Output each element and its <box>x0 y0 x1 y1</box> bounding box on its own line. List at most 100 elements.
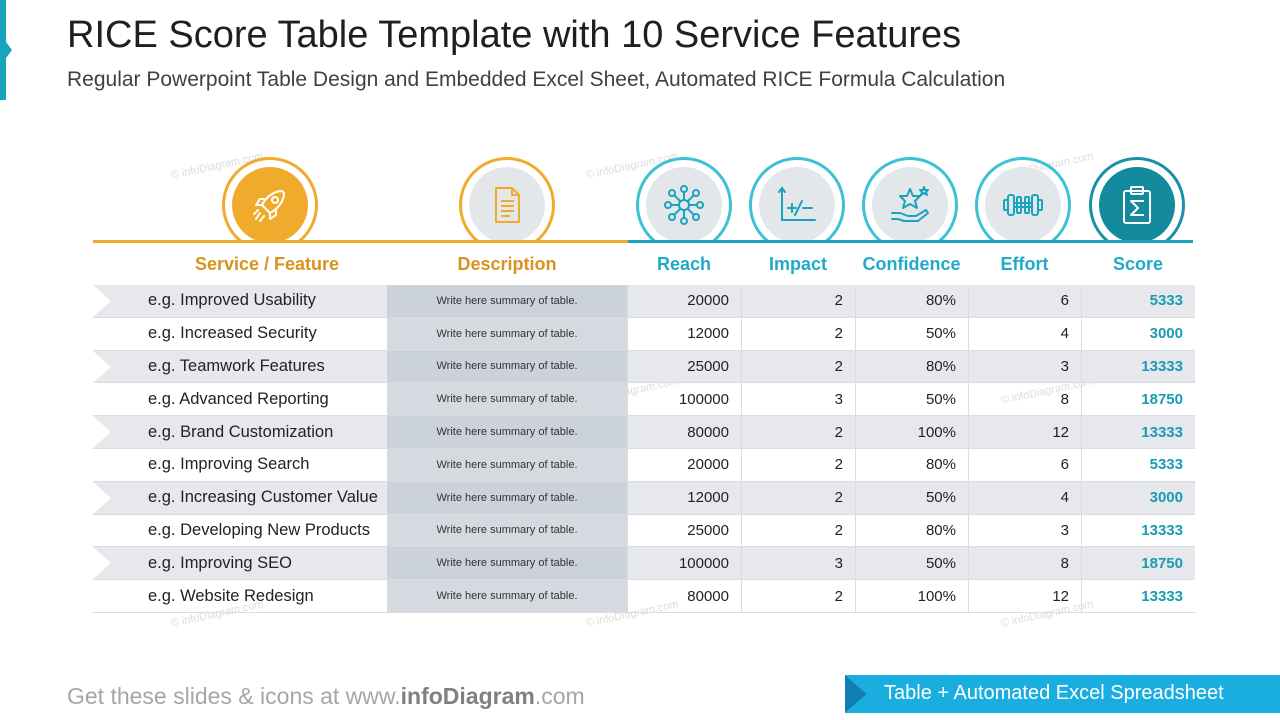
effort-cell: 8 <box>968 383 1081 416</box>
header-line-teal <box>628 240 1193 243</box>
description-cell: Write here summary of table. <box>387 514 627 547</box>
impact-cell: 3 <box>741 547 855 580</box>
effort-cell: 6 <box>968 448 1081 481</box>
score-cell: 13333 <box>1081 514 1195 547</box>
description-cell: Write here summary of table. <box>387 350 627 383</box>
column-header-reach: Reach <box>656 254 712 274</box>
graph-plus-minus-icon <box>778 186 816 221</box>
column-header-impact: Impact <box>768 254 828 274</box>
column-header-feature: Service / Feature <box>194 254 340 274</box>
clipboard-sigma-icon <box>1123 186 1151 224</box>
description-cell: Write here summary of table. <box>387 285 627 317</box>
reach-cell: 25000 <box>627 514 741 547</box>
effort-cell: 3 <box>968 514 1081 547</box>
confidence-cell: 80% <box>855 514 968 547</box>
table-row: e.g. Increasing Customer Value Write her… <box>93 481 1195 515</box>
confidence-cell: 100% <box>855 416 968 448</box>
table-row: e.g. Website Redesign Write here summary… <box>93 580 1195 613</box>
impact-cell: 2 <box>741 317 855 350</box>
score-cell: 5333 <box>1081 285 1195 317</box>
footer-brand: infoDiagram <box>400 683 535 709</box>
effort-cell: 6 <box>968 285 1081 317</box>
description-cell: Write here summary of table. <box>387 580 627 612</box>
confidence-cell: 100% <box>855 580 968 612</box>
confidence-cell: 80% <box>855 350 968 383</box>
reach-cell: 20000 <box>627 448 741 481</box>
rocket-icon <box>253 190 285 222</box>
feature-cell: e.g. Improved Usability <box>93 285 387 317</box>
table-row: e.g. Improving Search Write here summary… <box>93 448 1195 482</box>
feature-cell: e.g. Increasing Customer Value <box>93 481 387 514</box>
description-cell: Write here summary of table. <box>387 481 627 514</box>
footer-link[interactable]: Get these slides & icons at www.infoDiag… <box>67 683 585 710</box>
description-column-badge <box>455 157 565 261</box>
column-header-confidence: Confidence <box>862 254 961 274</box>
page-title: RICE Score Table Template with 10 Servic… <box>67 14 962 56</box>
reach-cell: 20000 <box>627 285 741 317</box>
score-column-badge <box>1085 157 1195 261</box>
footer-banner-text: Table + Automated Excel Spreadsheet <box>884 682 1224 704</box>
table-row: e.g. Brand Customization Write here summ… <box>93 416 1195 449</box>
feature-cell: e.g. Improving Search <box>148 455 310 474</box>
footer-suffix: .com <box>534 683 585 709</box>
table-row: e.g. Improving SEO Write here summary of… <box>93 547 1195 581</box>
effort-cell: 8 <box>968 547 1081 580</box>
description-cell: Write here summary of table. <box>387 416 627 448</box>
table-row: e.g. Developing New Products Write here … <box>93 514 1195 548</box>
reach-cell: 12000 <box>627 481 741 514</box>
footer-banner <box>845 675 1280 713</box>
left-accent-bar <box>0 0 6 100</box>
reach-cell: 80000 <box>627 580 741 612</box>
confidence-cell: 50% <box>855 317 968 350</box>
feature-cell: e.g. Brand Customization <box>93 416 387 448</box>
score-cell: 18750 <box>1081 547 1195 580</box>
hand-star-icon <box>891 186 929 222</box>
rice-table: e.g. Improved Usability Write here summa… <box>93 285 1195 613</box>
feature-cell: e.g. Increased Security <box>148 324 317 343</box>
document-icon <box>495 187 520 223</box>
description-cell: Write here summary of table. <box>387 547 627 580</box>
reach-cell: 25000 <box>627 350 741 383</box>
description-cell: Write here summary of table. <box>387 448 627 481</box>
score-cell: 5333 <box>1081 448 1195 481</box>
score-cell: 13333 <box>1081 350 1195 383</box>
effort-column-badge <box>971 157 1081 261</box>
column-header-description: Description <box>457 254 557 274</box>
column-header-effort: Effort <box>1000 254 1049 274</box>
reach-cell: 100000 <box>627 383 741 416</box>
feature-cell: e.g. Advanced Reporting <box>148 389 329 408</box>
impact-column-badge <box>745 157 855 261</box>
impact-cell: 2 <box>741 350 855 383</box>
column-header-score: Score <box>1112 254 1164 274</box>
dumbbell-icon <box>1003 194 1043 216</box>
description-cell: Write here summary of table. <box>387 317 627 350</box>
confidence-cell: 50% <box>855 383 968 416</box>
impact-cell: 2 <box>741 416 855 448</box>
network-icon <box>664 185 704 225</box>
effort-cell: 4 <box>968 481 1081 514</box>
page-subtitle: Regular Powerpoint Table Design and Embe… <box>67 68 1006 91</box>
confidence-cell: 80% <box>855 448 968 481</box>
confidence-column-badge <box>858 157 968 261</box>
feature-cell: e.g. Developing New Products <box>148 520 370 539</box>
effort-cell: 12 <box>968 416 1081 448</box>
table-row: e.g. Teamwork Features Write here summar… <box>93 350 1195 384</box>
confidence-cell: 80% <box>855 285 968 317</box>
score-cell: 13333 <box>1081 580 1195 612</box>
description-cell: Write here summary of table. <box>387 383 627 416</box>
score-cell: 13333 <box>1081 416 1195 448</box>
reach-column-badge <box>632 157 742 261</box>
impact-cell: 2 <box>741 580 855 612</box>
footer-prefix: Get these slides & icons at www. <box>67 683 401 709</box>
banner-arrow <box>845 675 867 713</box>
left-accent-tip <box>6 42 12 58</box>
feature-cell: e.g. Website Redesign <box>148 586 314 605</box>
reach-cell: 80000 <box>627 416 741 448</box>
feature-column-badge <box>218 157 328 261</box>
confidence-cell: 50% <box>855 547 968 580</box>
effort-cell: 3 <box>968 350 1081 383</box>
reach-cell: 100000 <box>627 547 741 580</box>
table-row: e.g. Increased Security Write here summa… <box>93 317 1195 351</box>
impact-cell: 2 <box>741 514 855 547</box>
impact-cell: 2 <box>741 285 855 317</box>
